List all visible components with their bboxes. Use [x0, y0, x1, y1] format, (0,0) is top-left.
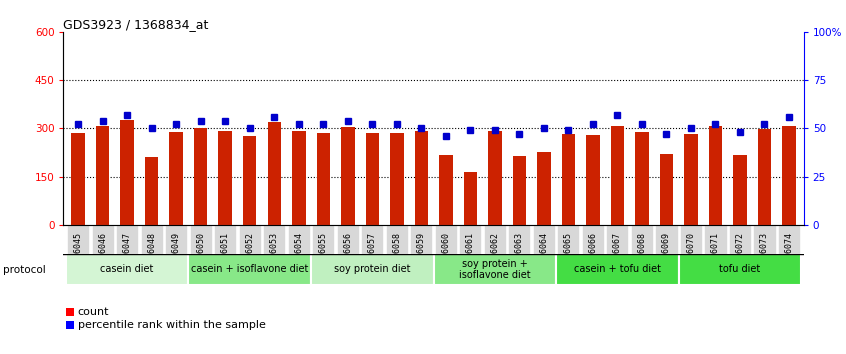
- Bar: [189, 254, 311, 285]
- Text: casein + isoflavone diet: casein + isoflavone diet: [191, 264, 309, 274]
- Bar: [341, 127, 354, 225]
- Bar: [733, 155, 747, 225]
- Bar: [316, 133, 330, 225]
- Bar: [562, 134, 575, 225]
- Bar: [218, 131, 232, 225]
- Bar: [96, 126, 109, 225]
- Text: soy protein diet: soy protein diet: [334, 264, 410, 274]
- Bar: [169, 132, 183, 225]
- Bar: [556, 254, 678, 285]
- Bar: [488, 131, 502, 225]
- Bar: [464, 172, 477, 225]
- Bar: [365, 133, 379, 225]
- Bar: [145, 157, 158, 225]
- Text: protocol: protocol: [3, 265, 46, 275]
- Bar: [267, 122, 281, 225]
- Bar: [390, 133, 404, 225]
- Text: percentile rank within the sample: percentile rank within the sample: [78, 320, 266, 330]
- Bar: [120, 120, 134, 225]
- Bar: [513, 156, 526, 225]
- Bar: [684, 135, 698, 225]
- Text: count: count: [78, 307, 109, 317]
- Bar: [678, 254, 801, 285]
- Bar: [635, 132, 649, 225]
- Text: GDS3923 / 1368834_at: GDS3923 / 1368834_at: [63, 18, 209, 31]
- Text: casein diet: casein diet: [101, 264, 154, 274]
- Bar: [433, 254, 556, 285]
- Bar: [758, 129, 772, 225]
- Bar: [611, 126, 624, 225]
- Bar: [292, 131, 305, 225]
- Bar: [71, 133, 85, 225]
- Bar: [709, 126, 722, 225]
- Bar: [66, 254, 189, 285]
- Text: tofu diet: tofu diet: [719, 264, 761, 274]
- Bar: [537, 153, 551, 225]
- Bar: [586, 135, 600, 225]
- Text: soy protein +
isoflavone diet: soy protein + isoflavone diet: [459, 258, 530, 280]
- Bar: [783, 126, 796, 225]
- Bar: [243, 136, 256, 225]
- Bar: [311, 254, 433, 285]
- Bar: [415, 131, 428, 225]
- Bar: [194, 128, 207, 225]
- Bar: [439, 155, 453, 225]
- Bar: [660, 154, 673, 225]
- Text: casein + tofu diet: casein + tofu diet: [574, 264, 661, 274]
